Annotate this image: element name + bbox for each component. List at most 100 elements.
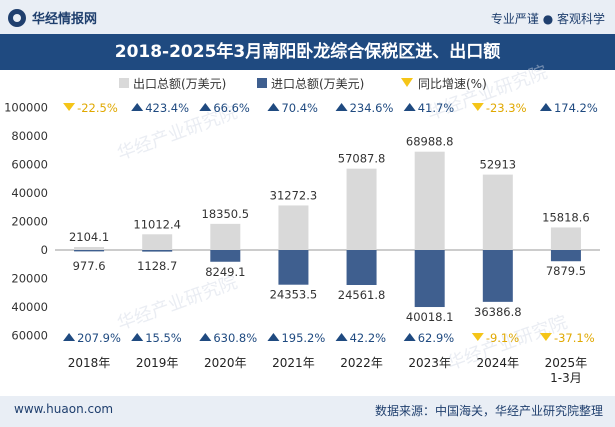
import-growth-label: 207.9% xyxy=(77,331,121,345)
x-tick-label: 1-3月 xyxy=(550,371,582,385)
import-bar xyxy=(550,250,581,262)
import-growth-label: 195.2% xyxy=(281,331,325,345)
export-growth-label: 423.4% xyxy=(145,101,189,115)
export-value-label: 52913 xyxy=(480,158,517,172)
import-growth-label: 630.8% xyxy=(213,331,257,345)
x-tick-label: 2023年 xyxy=(408,356,451,370)
down-triangle-icon xyxy=(471,333,484,341)
x-tick-label: 2019年 xyxy=(136,356,179,370)
up-triangle-icon xyxy=(403,333,416,341)
import-bar xyxy=(210,250,241,262)
x-tick-label: 2022年 xyxy=(340,356,383,370)
down-triangle-icon xyxy=(539,333,552,341)
up-triangle-icon xyxy=(199,333,212,341)
export-value-label: 15818.6 xyxy=(542,210,590,224)
x-tick-label: 2021年 xyxy=(272,356,315,370)
tagline: 专业严谨 ● 客观科学 xyxy=(490,12,605,26)
y-tick-label: 40000 xyxy=(11,186,48,200)
legend-swatch-export xyxy=(119,78,129,88)
up-triangle-icon xyxy=(199,103,212,111)
up-triangle-icon xyxy=(267,333,280,341)
export-value-label: 11012.4 xyxy=(133,217,181,231)
export-bar xyxy=(74,247,105,250)
import-bar xyxy=(482,250,513,302)
up-triangle-icon xyxy=(403,103,416,111)
footer-website[interactable]: www.huaon.com xyxy=(14,402,114,416)
x-tick-label: 2018年 xyxy=(68,356,111,370)
legend-growth-triangle-icon xyxy=(401,78,413,87)
chart-title: 2018-2025年3月南阳卧龙综合保税区进、出口额 xyxy=(114,42,501,62)
export-value-label: 57087.8 xyxy=(338,152,386,166)
export-bar xyxy=(550,227,581,250)
brand-name: 华经情报网 xyxy=(32,12,98,27)
brand: 华经情报网 xyxy=(8,8,97,27)
export-growth-label: 174.2% xyxy=(554,101,598,115)
y-tick-label: 80000 xyxy=(11,129,48,143)
export-value-label: 18350.5 xyxy=(202,207,250,221)
export-growth-label: 41.7% xyxy=(418,101,455,115)
x-tick-label: 2024年 xyxy=(477,356,520,370)
up-triangle-icon xyxy=(131,103,144,111)
import-value-label: 7879.5 xyxy=(546,264,586,278)
export-bar xyxy=(482,174,513,250)
x-tick-label: 2020年 xyxy=(204,356,247,370)
export-bar xyxy=(142,234,173,250)
export-growth-label: -22.5% xyxy=(77,101,118,115)
watermark-1: 华经产业研究院 xyxy=(425,62,551,125)
export-value-label: 31272.3 xyxy=(270,188,318,202)
up-triangle-icon xyxy=(63,333,76,341)
footer-bar xyxy=(0,396,615,427)
x-tick-label: 2025年 xyxy=(545,356,588,370)
export-value-label: 2104.1 xyxy=(69,230,109,244)
legend-label-import: 进口总额(万美元) xyxy=(271,77,364,91)
import-bar xyxy=(278,250,309,285)
up-triangle-icon xyxy=(131,333,144,341)
up-triangle-icon xyxy=(539,103,552,111)
import-growth-label: 15.5% xyxy=(145,331,182,345)
y-tick-label: 40000 xyxy=(11,300,48,314)
y-tick-label: 20000 xyxy=(11,272,48,286)
y-tick-label: 60000 xyxy=(11,329,48,343)
import-bar xyxy=(346,250,377,286)
export-bar xyxy=(278,205,309,250)
export-growth-label: 66.6% xyxy=(213,101,250,115)
watermark-2: 华经产业研究院 xyxy=(115,272,241,335)
export-bar xyxy=(414,151,445,250)
brand-logo-icon xyxy=(8,8,26,27)
import-growth-label: -37.1% xyxy=(554,331,595,345)
import-bar xyxy=(414,250,445,308)
import-growth-label: 62.9% xyxy=(418,331,455,345)
import-bar xyxy=(142,250,173,252)
import-value-label: 8249.1 xyxy=(205,265,245,279)
import-value-label: 1128.7 xyxy=(137,259,177,273)
legend-swatch-import xyxy=(257,78,267,88)
y-tick-label: 100000 xyxy=(4,101,48,115)
down-triangle-icon xyxy=(471,103,484,111)
y-tick-label: 0 xyxy=(41,243,48,257)
import-value-label: 977.6 xyxy=(73,259,106,273)
down-triangle-icon xyxy=(63,103,76,111)
export-bar xyxy=(210,223,241,250)
import-growth-label: -9.1% xyxy=(486,331,519,345)
export-bar xyxy=(346,168,377,250)
y-tick-label: 60000 xyxy=(11,158,48,172)
up-triangle-icon xyxy=(335,333,348,341)
footer-source: 数据来源：中国海关，华经产业研究院整理 xyxy=(374,404,603,418)
import-growth-label: 42.2% xyxy=(350,331,387,345)
export-growth-label: 234.6% xyxy=(350,101,394,115)
up-triangle-icon xyxy=(335,103,348,111)
import-value-label: 40018.1 xyxy=(406,310,454,324)
y-tick-label: 20000 xyxy=(11,215,48,229)
import-value-label: 24353.5 xyxy=(270,288,318,302)
import-value-label: 24561.8 xyxy=(338,288,386,302)
up-triangle-icon xyxy=(267,103,280,111)
legend-label-growth: 同比增速(%) xyxy=(418,77,487,91)
import-bar xyxy=(74,250,105,252)
export-value-label: 68988.8 xyxy=(406,135,454,149)
import-value-label: 36386.8 xyxy=(474,305,522,319)
top-bar xyxy=(0,0,615,34)
export-growth-label: -23.3% xyxy=(486,101,527,115)
export-growth-label: 70.4% xyxy=(281,101,318,115)
title-bar xyxy=(0,34,615,70)
